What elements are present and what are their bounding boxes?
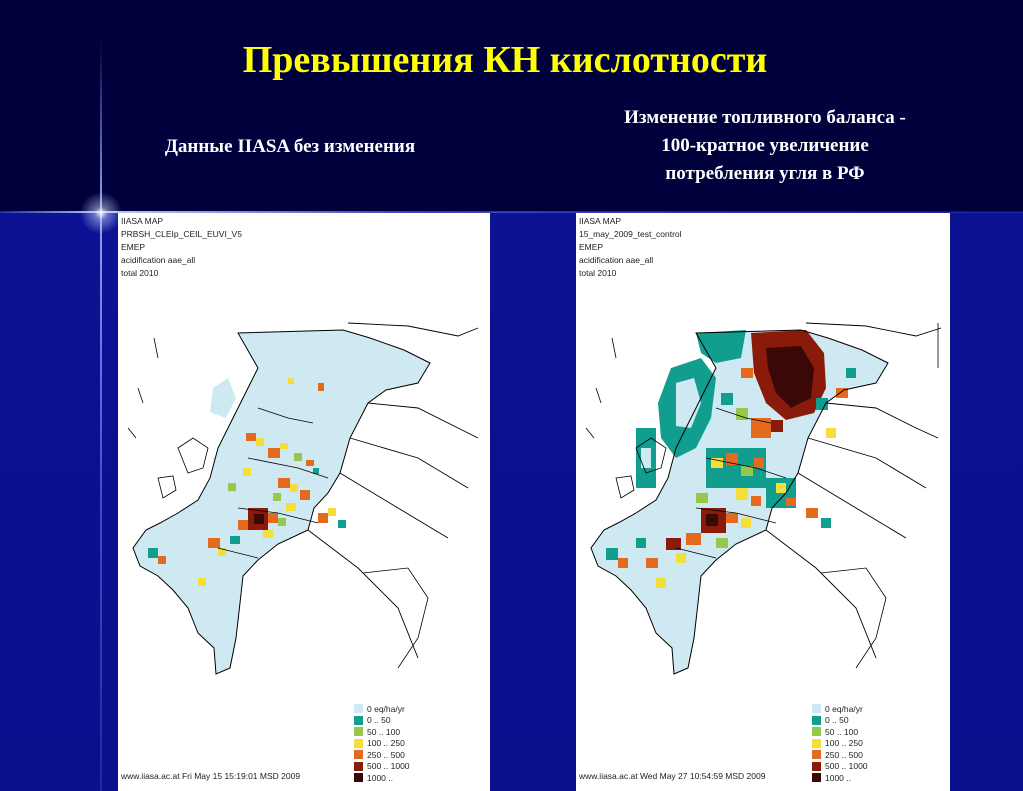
legend-label: 500 .. 1000 [367, 761, 410, 772]
right-caption-line: 100-кратное увеличение [661, 135, 869, 156]
legend-item: 0 eq/ha/yr [354, 703, 410, 715]
map-header-line: acidification aae_all [579, 255, 654, 265]
legend-item: 0 .. 50 [354, 715, 410, 727]
decorative-vertical-line [100, 40, 102, 791]
legend-item: 50 .. 100 [354, 726, 410, 738]
legend-label: 500 .. 1000 [825, 761, 868, 772]
legend-label: 1000 .. [825, 772, 851, 783]
map-header-line: acidification aae_all [121, 255, 196, 265]
legend-item: 250 .. 500 [812, 749, 868, 761]
left-map-caption: Данные IIASA без изменения [164, 136, 416, 157]
map-header-line: total 2010 [121, 268, 159, 278]
acidification-map-left [127, 322, 479, 675]
map-footer-left: www.iiasa.ac.at Fri May 15 15:19:01 MSD … [121, 771, 301, 781]
legend-label: 0 .. 50 [367, 715, 391, 726]
map-header-line: IIASA MAP [121, 216, 164, 226]
map-panel-left: IIASA MAP PRBSH_CLEIp_CEIL_EUVI_V5 EMEP … [118, 213, 490, 791]
legend-label: 0 eq/ha/yr [825, 703, 863, 714]
header-band [0, 0, 1023, 212]
map-header-line: EMEP [121, 242, 146, 252]
map-header-left: IIASA MAP PRBSH_CLEIp_CEIL_EUVI_V5 EMEP … [121, 215, 242, 280]
legend-label: 0 eq/ha/yr [367, 703, 405, 714]
map-legend-right: 0 eq/ha/yr 0 .. 50 50 .. 100 100 .. 250 … [812, 703, 868, 784]
legend-item: 0 eq/ha/yr [812, 703, 868, 715]
legend-label: 50 .. 100 [825, 726, 859, 737]
legend-label: 100 .. 250 [367, 738, 405, 749]
legend-label: 100 .. 250 [825, 738, 863, 749]
map-header-line: 15_may_2009_test_control [579, 229, 682, 239]
right-caption-line: Изменение топливного баланса - [624, 107, 906, 128]
decorative-flare [76, 188, 126, 238]
acidification-map-right [585, 322, 942, 675]
map-panel-right: IIASA MAP 15_may_2009_test_control EMEP … [576, 213, 950, 791]
map-header-line: IIASA MAP [579, 216, 622, 226]
legend-label: 0 .. 50 [825, 715, 849, 726]
legend-item: 100 .. 250 [354, 738, 410, 750]
map-header-line: EMEP [579, 242, 604, 252]
slide-title: Превышения КН кислотности [242, 39, 768, 81]
legend-item: 1000 .. [354, 772, 410, 784]
map-header-line: PRBSH_CLEIp_CEIL_EUVI_V5 [121, 229, 242, 239]
map-legend-left: 0 eq/ha/yr 0 .. 50 50 .. 100 100 .. 250 … [354, 703, 410, 784]
map-header-right: IIASA MAP 15_may_2009_test_control EMEP … [579, 215, 682, 280]
right-caption-line: потребления угля в РФ [665, 163, 865, 184]
legend-label: 1000 .. [367, 772, 393, 783]
right-map-caption: Изменение топливного баланса - 100-кратн… [560, 104, 970, 188]
legend-label: 50 .. 100 [367, 726, 401, 737]
legend-label: 250 .. 500 [825, 749, 863, 760]
legend-item: 100 .. 250 [812, 738, 868, 750]
decorative-horizontal-line [0, 211, 1023, 213]
legend-item: 500 .. 1000 [354, 761, 410, 773]
legend-item: 50 .. 100 [812, 726, 868, 738]
legend-item: 1000 .. [812, 772, 868, 784]
map-header-line: total 2010 [579, 268, 617, 278]
map-footer-right: www.iiasa.ac.at Wed May 27 10:54:59 MSD … [579, 771, 766, 781]
legend-label: 250 .. 500 [367, 749, 405, 760]
legend-item: 250 .. 500 [354, 749, 410, 761]
legend-item: 0 .. 50 [812, 715, 868, 727]
legend-item: 500 .. 1000 [812, 761, 868, 773]
